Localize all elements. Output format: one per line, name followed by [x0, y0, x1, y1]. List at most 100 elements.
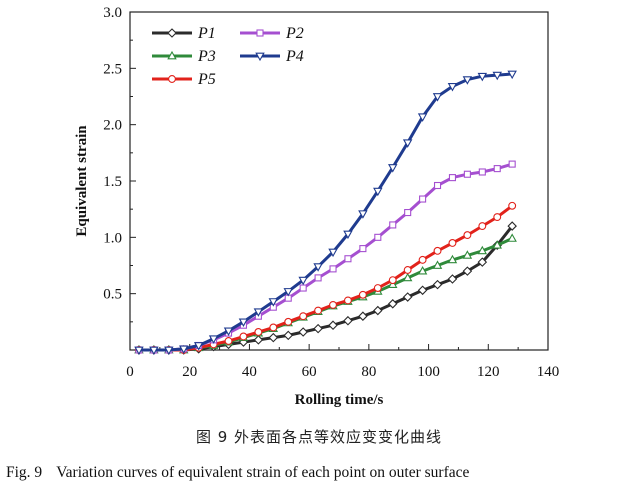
legend-label: P4: [285, 48, 304, 65]
x-tick-label: 60: [302, 364, 317, 380]
data-point-p3: [477, 245, 488, 255]
data-point-p1: [328, 320, 338, 330]
figure-caption-english: Fig. 9 Variation curves of equivalent str…: [6, 464, 638, 482]
data-point-p5: [478, 222, 487, 231]
legend-item-p3: P3: [152, 48, 216, 65]
data-point-p4: [298, 276, 308, 286]
series-p4: [134, 70, 517, 356]
data-point-p4: [238, 318, 249, 327]
data-point-p5: [344, 296, 352, 305]
figure-caption-text: Variation curves of equivalent strain of…: [56, 464, 470, 481]
legend-marker-icon: [255, 52, 265, 62]
data-point-p2: [299, 284, 307, 292]
y-axis-title: Equivalent strain: [74, 125, 90, 237]
data-point-p1: [432, 279, 443, 290]
data-point-p3: [432, 260, 443, 269]
data-point-p4: [462, 76, 473, 85]
plot-frame: [129, 11, 549, 351]
data-point-p4: [223, 327, 234, 336]
x-tick-label: 120: [477, 364, 500, 380]
data-point-p4: [432, 93, 443, 102]
data-point-p5: [284, 317, 293, 326]
data-point-p3: [462, 250, 473, 259]
data-point-p4: [358, 210, 368, 219]
series-line-p2: [137, 162, 514, 352]
data-point-p4: [492, 71, 502, 81]
data-point-p1: [253, 335, 264, 345]
data-point-p5: [224, 337, 233, 345]
data-point-p4: [388, 164, 398, 173]
data-point-p5: [299, 312, 308, 321]
data-point-p5: [403, 266, 412, 274]
data-point-p4: [313, 263, 323, 272]
x-tick-label: 80: [361, 364, 376, 380]
data-point-p1: [283, 330, 294, 341]
data-point-p4: [193, 342, 204, 351]
x-axis-title: Rolling time/s: [295, 392, 384, 408]
data-point-p5: [418, 255, 427, 264]
legend-item-p2: P2: [240, 25, 304, 42]
data-point-p5: [314, 306, 323, 315]
legend-label: P5: [197, 71, 216, 88]
data-point-p2: [329, 265, 337, 273]
data-point-p2: [404, 208, 412, 217]
data-point-p1: [402, 292, 413, 302]
data-point-p5: [358, 290, 367, 299]
data-point-p1: [387, 299, 398, 309]
y-tick-label: 0.5: [103, 287, 122, 303]
data-point-p5: [373, 284, 382, 292]
legend-label: P3: [197, 48, 216, 65]
y-tick-label: 2.5: [103, 61, 122, 77]
series-layer: [134, 70, 517, 356]
data-point-p2: [508, 160, 516, 168]
data-point-p1: [358, 311, 368, 321]
data-point-p4: [149, 346, 159, 356]
data-point-p5: [508, 201, 517, 210]
data-point-p4: [373, 187, 383, 197]
data-point-p2: [493, 165, 501, 173]
data-point-p2: [344, 255, 352, 263]
legend-label: P2: [285, 25, 304, 42]
data-point-p5: [493, 213, 502, 222]
data-point-p3: [507, 233, 517, 242]
x-tick-label: 40: [242, 364, 257, 380]
data-point-p5: [448, 239, 457, 247]
data-point-p1: [298, 327, 308, 337]
y-tick-label: 1.5: [103, 174, 122, 190]
data-point-p5: [463, 231, 472, 240]
data-point-p1: [477, 257, 488, 267]
data-point-p2: [433, 181, 442, 190]
figure-label: Fig. 9: [6, 464, 43, 481]
data-point-p5: [254, 328, 263, 336]
data-point-p1: [268, 332, 279, 343]
x-tick-label: 140: [537, 364, 560, 380]
data-point-p4: [208, 335, 219, 344]
legend-item-p4: P4: [240, 48, 304, 65]
data-point-p3: [447, 254, 458, 264]
data-point-p1: [373, 305, 383, 316]
y-tick-label: 2.0: [103, 118, 122, 134]
data-point-p5: [269, 323, 278, 332]
data-point-p1: [447, 274, 458, 284]
data-point-p2: [448, 174, 457, 182]
data-point-p4: [134, 346, 144, 356]
data-point-p4: [417, 113, 428, 122]
legend-marker-icon: [167, 50, 177, 60]
data-point-p3: [402, 272, 413, 282]
data-point-p2: [374, 233, 382, 241]
axis-ticks: 0 20 40 60 80 100 120 140 0.5 1.0 1.5 2.0 2.5 3.0: [103, 5, 559, 380]
x-tick-label: 0: [126, 364, 134, 380]
data-point-p3: [417, 266, 428, 275]
data-point-p3: [492, 240, 502, 249]
series-p3: [134, 233, 517, 354]
data-point-p5: [433, 246, 442, 255]
data-point-p2: [463, 170, 471, 178]
data-point-p4: [164, 346, 174, 356]
data-point-p2: [359, 245, 367, 253]
data-point-p5: [388, 276, 397, 285]
data-point-p4: [402, 139, 413, 148]
series-line-p3: [137, 237, 514, 352]
series-p5: [135, 201, 517, 354]
data-point-p2: [314, 274, 322, 282]
